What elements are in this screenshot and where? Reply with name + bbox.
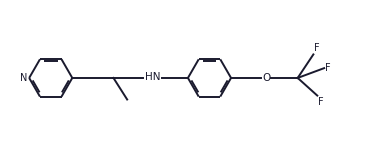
Text: O: O	[262, 73, 270, 83]
Text: F: F	[325, 63, 331, 73]
Text: HN: HN	[145, 72, 160, 82]
Text: F: F	[314, 44, 320, 53]
Text: N: N	[20, 73, 27, 83]
Text: F: F	[318, 97, 324, 106]
